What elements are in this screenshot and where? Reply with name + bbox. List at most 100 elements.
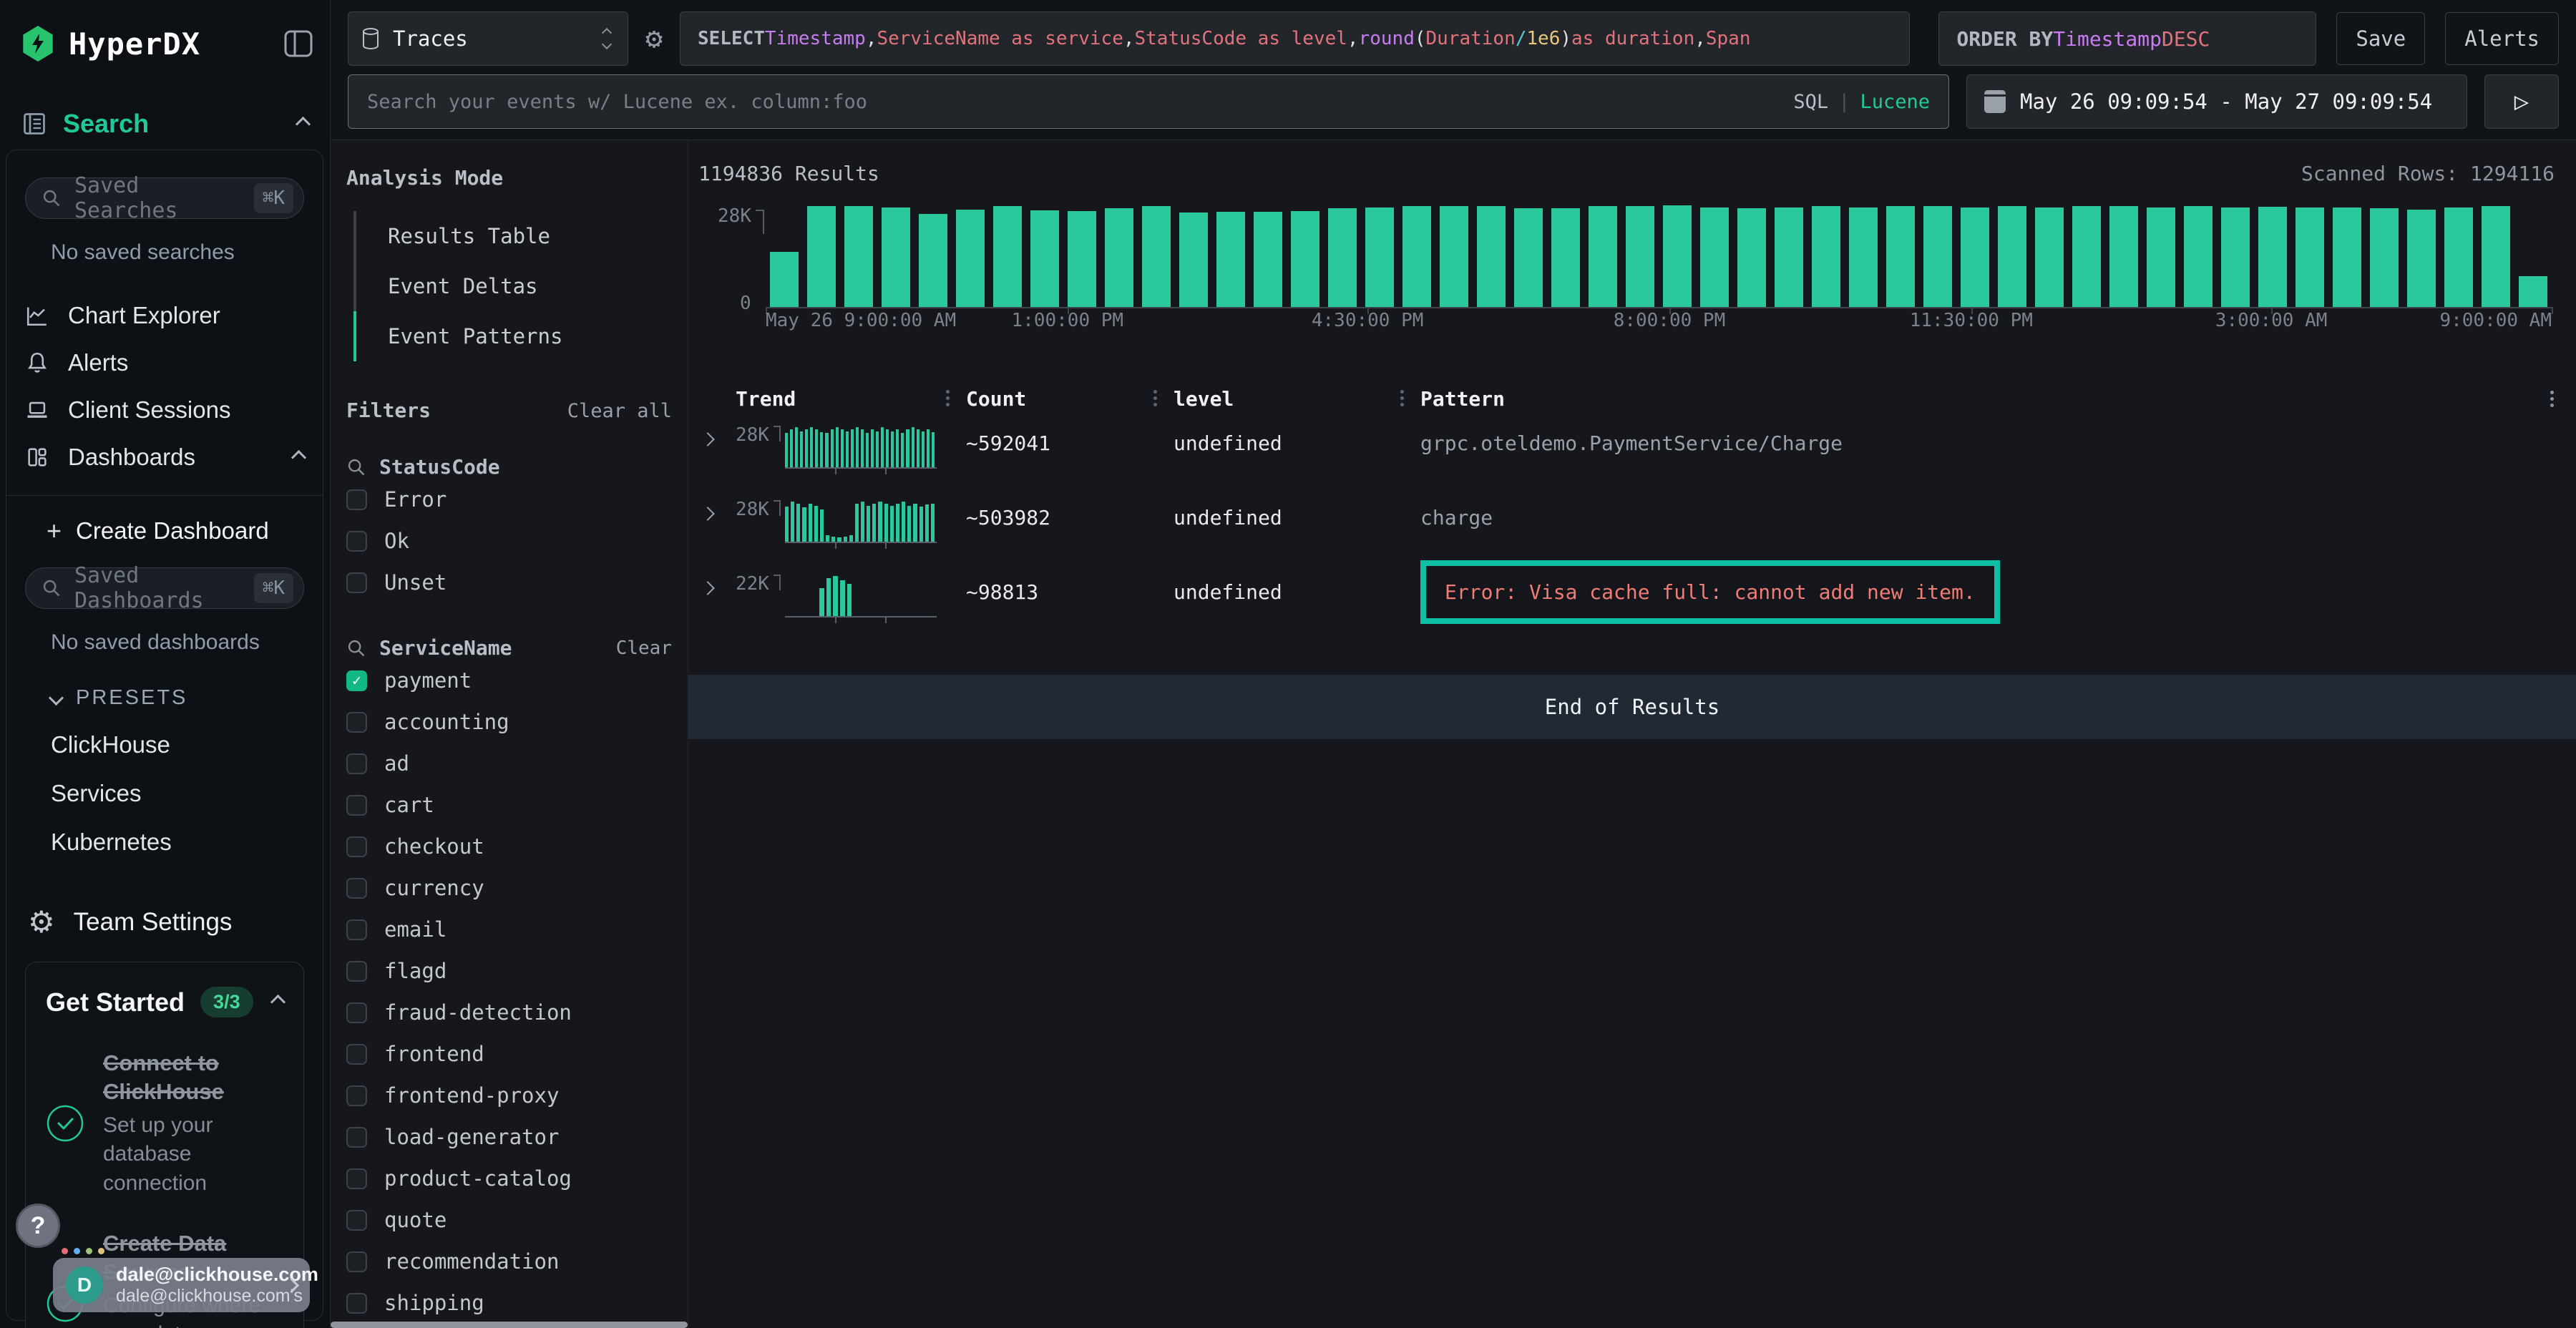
histogram-bar[interactable]: [1886, 206, 1915, 307]
source-select[interactable]: Traces: [348, 11, 628, 66]
chevron-up-icon[interactable]: [295, 116, 311, 132]
clear-all-filters-button[interactable]: Clear all: [567, 400, 672, 422]
filter-option[interactable]: quote: [346, 1199, 672, 1241]
sidebar-item-chart-explorer[interactable]: Chart Explorer: [25, 292, 304, 339]
filter-option[interactable]: ✓ payment: [346, 660, 672, 701]
help-button[interactable]: ?: [16, 1204, 60, 1248]
histogram-bar[interactable]: [1589, 206, 1617, 307]
histogram-bar[interactable]: [1142, 206, 1171, 307]
histogram-bar[interactable]: [2407, 209, 2436, 307]
sidebar-item-search[interactable]: Search: [21, 109, 311, 139]
column-header-pattern[interactable]: Pattern: [1400, 383, 2512, 414]
histogram-bar[interactable]: [919, 213, 947, 307]
checkbox[interactable]: [346, 1292, 367, 1314]
histogram-bar[interactable]: [1998, 206, 2026, 307]
alerts-button[interactable]: Alerts: [2445, 12, 2559, 65]
column-header-count[interactable]: Count: [946, 383, 1174, 414]
histogram-bar[interactable]: [993, 206, 1022, 307]
mode-sql-toggle[interactable]: SQL: [1793, 90, 1829, 113]
checkbox[interactable]: [346, 1126, 367, 1148]
checkbox[interactable]: [346, 572, 367, 593]
histogram-bar[interactable]: [1291, 211, 1319, 307]
sidebar-item-dashboards[interactable]: Dashboards: [25, 434, 307, 481]
checkbox[interactable]: [346, 794, 367, 816]
saved-searches-input[interactable]: Saved Searches ⌘K: [25, 173, 304, 223]
checkbox[interactable]: [346, 1168, 367, 1189]
histogram-bar[interactable]: [1961, 208, 1989, 307]
drag-handle-icon[interactable]: [1153, 387, 1158, 409]
histogram-bar[interactable]: [2296, 208, 2324, 307]
filter-option[interactable]: currency: [346, 867, 672, 909]
saved-dashboards-input[interactable]: Saved Dashboards ⌘K: [25, 563, 304, 613]
table-row[interactable]: 28K ~503982 undefined charge: [698, 489, 2555, 563]
get-started-item[interactable]: Connect to ClickHouse Set up your databas…: [46, 1049, 283, 1198]
checkbox[interactable]: [346, 489, 367, 510]
histogram-bar[interactable]: [1179, 212, 1208, 307]
histogram-bar[interactable]: [882, 208, 910, 307]
event-search-input[interactable]: Search your events w/ Lucene ex. column:…: [348, 74, 1949, 129]
filter-option[interactable]: product-catalog: [346, 1158, 672, 1199]
histogram-bar[interactable]: [770, 251, 799, 307]
histogram-bar[interactable]: [1254, 211, 1282, 307]
presets-toggle[interactable]: PRESETS: [48, 686, 304, 710]
histogram-bar[interactable]: [2072, 206, 2101, 307]
histogram-bar[interactable]: [1849, 208, 1878, 307]
analysis-mode-event-deltas[interactable]: Event Deltas: [388, 274, 538, 298]
checkbox[interactable]: [346, 711, 367, 733]
histogram-bar[interactable]: [2184, 206, 2212, 307]
histogram-bar[interactable]: [807, 206, 836, 307]
preset-item-services[interactable]: Services: [51, 780, 142, 806]
histogram-bar[interactable]: [1514, 208, 1543, 307]
histogram-bar[interactable]: [1216, 211, 1245, 307]
histogram-bar[interactable]: [2333, 208, 2361, 307]
filter-option[interactable]: frontend-proxy: [346, 1075, 672, 1116]
filter-option[interactable]: Unset: [346, 562, 672, 603]
checkbox[interactable]: [346, 753, 367, 774]
histogram-bar[interactable]: [956, 210, 985, 307]
histogram-bar[interactable]: [1812, 206, 1840, 307]
preset-item-kubernetes[interactable]: Kubernetes: [51, 829, 172, 855]
create-dashboard-button[interactable]: + Create Dashboard: [47, 516, 304, 546]
histogram-bar[interactable]: [2370, 208, 2399, 307]
checkbox[interactable]: [346, 1085, 367, 1106]
user-menu[interactable]: D dale@clickhouse.com dale@clickhouse.co…: [53, 1258, 318, 1312]
histogram-bar[interactable]: [2035, 208, 2064, 307]
filter-clear-button[interactable]: Clear: [615, 637, 672, 659]
analysis-mode-results-table[interactable]: Results Table: [388, 224, 550, 248]
histogram-bar[interactable]: [2444, 208, 2473, 307]
filter-option[interactable]: accounting: [346, 701, 672, 743]
table-row[interactable]: 28K ~592041 undefined grpc.oteldemo.Payment…: [698, 414, 2555, 489]
column-header-trend[interactable]: Trend: [736, 386, 796, 411]
filter-option[interactable]: load-generator: [346, 1116, 672, 1158]
filter-option[interactable]: shipping: [346, 1282, 672, 1324]
filter-option[interactable]: checkout: [346, 826, 672, 867]
histogram-bar[interactable]: [1923, 205, 1952, 307]
histogram-bar[interactable]: [1365, 208, 1394, 307]
column-header-level[interactable]: level: [1153, 383, 1420, 414]
histogram-bar[interactable]: [1328, 208, 1357, 307]
table-options-kebab-icon[interactable]: [2550, 388, 2555, 410]
expand-row-chevron-icon[interactable]: [701, 581, 715, 595]
checkbox-checked[interactable]: ✓: [346, 670, 367, 691]
filter-option[interactable]: flagd: [346, 950, 672, 992]
drag-handle-icon[interactable]: [1400, 387, 1405, 409]
histogram-bar[interactable]: [2258, 207, 2287, 307]
histogram-bar[interactable]: [1700, 208, 1729, 307]
expand-row-chevron-icon[interactable]: [701, 507, 715, 521]
filter-option[interactable]: frontend: [346, 1033, 672, 1075]
histogram-bar[interactable]: [1775, 208, 1803, 307]
histogram-bar[interactable]: [1737, 208, 1766, 307]
chevron-up-icon[interactable]: [270, 994, 286, 1010]
histogram-bar[interactable]: [844, 206, 873, 307]
chevron-up-icon[interactable]: [291, 449, 307, 465]
highlighted-error-pattern[interactable]: Error: Visa cache full: cannot add new i…: [1420, 560, 2000, 624]
mode-lucene-toggle[interactable]: Lucene: [1860, 90, 1930, 113]
histogram-bar[interactable]: [1663, 205, 1692, 307]
sql-select-input[interactable]: SELECT Timestamp, ServiceName as service…: [680, 11, 1911, 66]
filter-option[interactable]: Error: [346, 479, 672, 520]
filter-option[interactable]: fraud-detection: [346, 992, 672, 1033]
histogram-bar[interactable]: [1402, 206, 1431, 307]
table-row[interactable]: 22K ~98813 undefined Error: Visa cache full…: [698, 560, 2555, 638]
filter-option[interactable]: ad: [346, 743, 672, 784]
preset-item-clickhouse[interactable]: ClickHouse: [51, 731, 170, 758]
